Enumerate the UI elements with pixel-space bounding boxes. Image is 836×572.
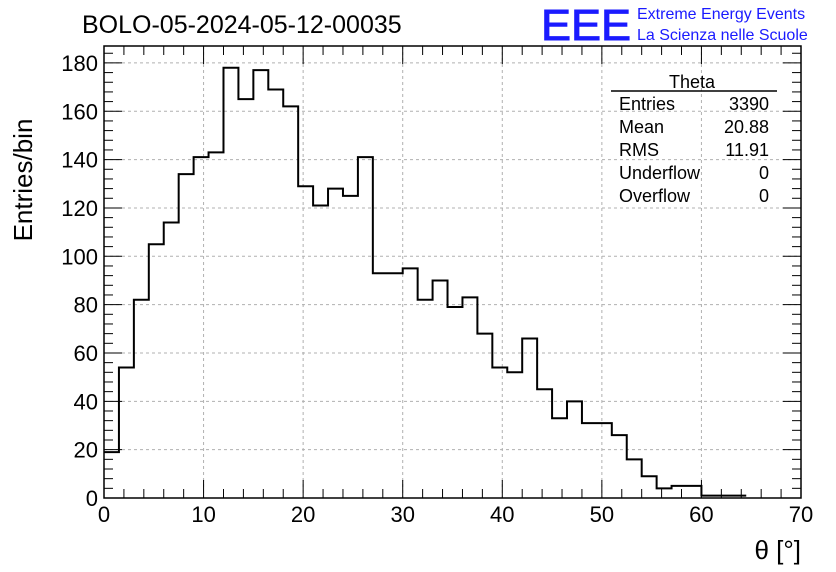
stats-value-mean: 20.88: [724, 117, 769, 137]
histogram-bin-34: [612, 435, 627, 498]
y-tick-label: 180: [61, 51, 98, 76]
x-tick-label: 50: [590, 502, 614, 527]
y-axis-label: Entries/bin: [8, 119, 38, 242]
histogram-bin-33: [597, 423, 612, 498]
tick-labels: 0 10 20 30 40 50 60 70 0 20 40 60 80 100 120 140 160 180: [61, 51, 813, 527]
x-tick-label: 20: [291, 502, 315, 527]
chart-title: BOLO-05-2024-05-12-00035: [82, 11, 402, 39]
histogram-bin-3: [149, 244, 164, 498]
stats-value-underflow: 0: [759, 163, 769, 183]
histogram-bin-14: [313, 206, 328, 498]
x-tick-label: 10: [191, 502, 215, 527]
histogram-bin-23: [448, 307, 463, 498]
y-tick-label: 80: [74, 293, 98, 318]
histogram-bin-27: [507, 372, 522, 498]
x-tick-label: 70: [789, 502, 813, 527]
y-tick-label: 140: [61, 148, 98, 173]
y-tick-label: 20: [74, 438, 98, 463]
histogram-bin-2: [134, 300, 149, 498]
histogram-bin-32: [582, 423, 597, 498]
stats-label-overflow: Overflow: [619, 186, 691, 206]
histogram-bin-26: [492, 367, 507, 498]
histogram-bin-11: [268, 90, 283, 498]
histogram-line: [104, 66, 747, 497]
histogram-bin-12: [283, 106, 298, 498]
x-tick-label: 0: [98, 502, 110, 527]
stats-label-rms: RMS: [619, 140, 659, 160]
histogram-bin-5: [179, 174, 194, 498]
grid-lines: [104, 46, 801, 498]
histogram-bin-30: [552, 418, 567, 498]
histogram-bin-20: [403, 268, 418, 498]
histogram-bin-10: [253, 70, 268, 498]
eee-logo: EEE Extreme Energy Events La Scienza nel…: [541, 1, 808, 51]
stats-title: Theta: [669, 72, 716, 92]
histogram-bin-13: [298, 186, 313, 498]
histogram-bin-1: [119, 367, 134, 498]
y-tick-label: 120: [61, 196, 98, 221]
histogram-bin-39: [686, 486, 701, 498]
stats-box: Theta Entries 3390 Mean 20.88 RMS 11.91 Underf…: [611, 72, 777, 206]
stats-value-rms: 11.91: [725, 140, 769, 160]
x-tick-label: 60: [689, 502, 713, 527]
histogram-bin-36: [642, 476, 657, 498]
histogram-bin-8: [223, 68, 238, 498]
histogram-bin-29: [537, 389, 552, 498]
axis-ticks: [103, 46, 802, 499]
stats-value-overflow: 0: [759, 186, 769, 206]
histogram-bin-24: [462, 297, 477, 498]
histogram-bin-28: [522, 338, 537, 498]
histogram-bin-25: [477, 334, 492, 498]
histogram-bin-21: [418, 300, 433, 498]
histogram-bin-4: [164, 222, 179, 498]
x-axis-label: θ [°]: [754, 535, 801, 565]
histogram-bin-22: [433, 280, 448, 498]
histogram-bin-19: [388, 273, 403, 498]
stats-label-mean: Mean: [619, 117, 664, 137]
histogram-bin-9: [238, 99, 253, 498]
stats-label-entries: Entries: [619, 94, 675, 114]
y-tick-label: 60: [74, 341, 98, 366]
histogram-bin-37: [657, 488, 672, 498]
x-tick-label: 40: [490, 502, 514, 527]
y-tick-label: 0: [86, 486, 98, 511]
histogram-bin-7: [209, 152, 224, 498]
stats-value-entries: 3390: [729, 94, 769, 114]
histogram-bin-38: [672, 486, 687, 498]
y-tick-label: 100: [61, 244, 98, 269]
y-tick-label: 160: [61, 99, 98, 124]
plot-frame: [103, 45, 802, 499]
histogram-bin-16: [343, 196, 358, 498]
y-tick-label: 40: [74, 389, 98, 414]
histogram-bin-18: [373, 273, 388, 498]
eee-logo-line2: La Scienza nelle Scuole: [637, 27, 808, 44]
histogram-bin-15: [328, 189, 343, 498]
histogram-bin-35: [627, 459, 642, 498]
eee-logo-mark: EEE: [541, 1, 631, 50]
eee-logo-line1: Extreme Energy Events: [637, 6, 805, 23]
stats-rows: Entries 3390 Mean 20.88 RMS 11.91 Underflow 0 Ov…: [619, 94, 769, 206]
x-tick-label: 30: [390, 502, 414, 527]
stats-label-underflow: Underflow: [619, 163, 701, 183]
